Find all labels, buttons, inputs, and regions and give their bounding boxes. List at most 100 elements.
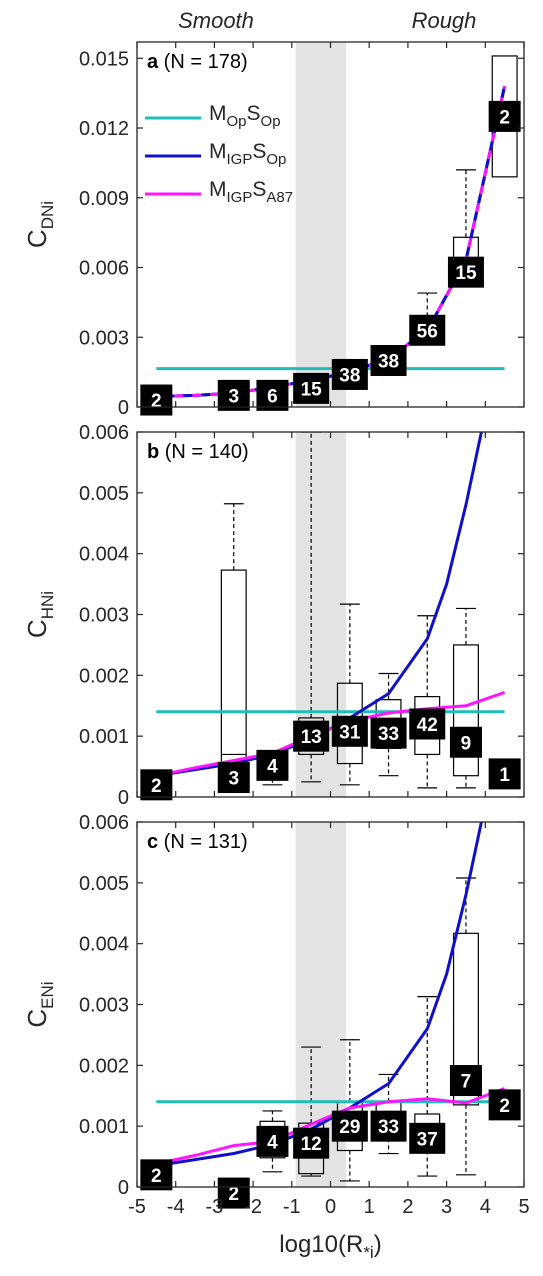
count-badge-3	[293, 720, 330, 752]
panel-title: c (N = 131)	[147, 831, 248, 853]
count-badge-1	[217, 762, 250, 794]
count-badge-0	[140, 769, 173, 801]
count-badge-3	[293, 1127, 330, 1159]
count-badge-4	[331, 358, 368, 390]
panels: 2 3 6 1538385615200.0030.0060.0090.0120.015…	[22, 41, 530, 1262]
count-badge-6	[409, 314, 446, 346]
y-tick-label: 0.003	[79, 995, 129, 1017]
y-tick-label: 0.003	[79, 605, 129, 627]
count-badge-5	[370, 345, 407, 377]
count-label-7: 15	[455, 263, 477, 284]
legend-label-MIGPSOp: MIGPSOp	[209, 140, 286, 168]
box-1	[220, 503, 247, 793]
y-tick-label: 0	[118, 1177, 129, 1199]
count-label-8: 1	[499, 765, 510, 786]
regime-label-rough: Rough	[412, 8, 477, 33]
count-badge-2	[256, 1125, 289, 1157]
model-line-MIGPSA87	[156, 85, 507, 398]
count-label-3: 13	[301, 727, 322, 748]
x-tick-label: -2	[244, 1196, 262, 1218]
x-tick-label: 1	[364, 1196, 375, 1218]
count-label-1: 3	[228, 769, 239, 790]
count-badge-7	[447, 256, 484, 288]
panel-title: a (N = 178)	[147, 51, 248, 73]
legend-label-MIGPSA87: MIGPSA87	[209, 178, 293, 206]
count-badge-8	[488, 100, 521, 132]
count-label-2: 4	[267, 1132, 278, 1153]
count-label-5: 38	[378, 352, 399, 373]
y-tick-label: 0.006	[79, 812, 129, 834]
count-label-3: 15	[301, 379, 323, 400]
y-axis-label: CDNi	[22, 201, 57, 248]
x-tick-label: 0	[325, 1196, 336, 1218]
count-badge-2	[256, 749, 289, 781]
y-tick-label: 0.006	[79, 258, 129, 280]
count-badge-0	[140, 384, 173, 416]
y-tick-label: 0.006	[79, 422, 129, 444]
count-badge-8	[488, 758, 521, 790]
box-7	[452, 607, 479, 789]
count-label-2: 6	[267, 386, 278, 407]
y-tick-label: 0.001	[79, 1116, 129, 1138]
count-badge-7	[449, 1065, 482, 1097]
model-line-MIGPSA87	[156, 690, 506, 778]
count-label-0: 2	[151, 776, 162, 797]
count-badge-5	[370, 1110, 407, 1142]
x-tick-label: -5	[128, 1196, 146, 1218]
x-tick-label: 4	[480, 1196, 491, 1218]
y-tick-label: 0.005	[79, 483, 129, 505]
legend-label-MOpSOp: MOpSOp	[209, 102, 281, 130]
panel-a: 2 3 6 15 38 38 56 15 2 0 0.003 0.006 0.009 0.012 0.015…	[22, 41, 525, 419]
count-label-3: 12	[301, 1134, 322, 1155]
count-badge-3	[293, 372, 330, 404]
count-badge-8	[488, 1089, 521, 1121]
count-label-2: 4	[267, 756, 278, 777]
count-badge-0	[140, 1159, 173, 1191]
count-badge-4	[331, 1110, 368, 1142]
count-badge-7	[449, 726, 482, 758]
x-tick-label: -4	[167, 1196, 185, 1218]
x-tick-label: -1	[283, 1196, 301, 1218]
panel-title: b (N = 140)	[147, 441, 249, 463]
count-badge-1	[217, 379, 250, 411]
count-badge-6	[409, 1122, 446, 1154]
count-label-4: 31	[339, 722, 361, 743]
count-label-4: 29	[339, 1117, 360, 1138]
panel-b: 2 3 4 13 31 33 42 9 1 0 0.001 0.002 0.003 0.004 0.005 0…	[22, 422, 525, 809]
plot-area	[155, 822, 506, 1182]
y-axis-label: CENi	[22, 981, 57, 1027]
y-tick-label: 0.001	[79, 726, 129, 748]
y-tick-label: 0.012	[79, 118, 129, 140]
y-tick-label: 0.009	[79, 188, 129, 210]
count-badge-2	[256, 379, 289, 411]
y-tick-label: 0.004	[79, 934, 129, 956]
count-label-5: 33	[378, 724, 399, 745]
y-tick-label: 0.005	[79, 873, 129, 895]
x-tick-label: 5	[518, 1196, 529, 1218]
count-label-0: 2	[151, 391, 162, 412]
x-tick-label: 3	[441, 1196, 452, 1218]
count-label-1: 3	[228, 386, 239, 407]
count-label-7: 9	[461, 733, 472, 754]
regime-label-smooth: Smooth	[178, 8, 254, 33]
x-tick-label: -3	[206, 1196, 224, 1218]
count-label-6: 42	[417, 715, 438, 736]
y-tick-label: 0.003	[79, 327, 129, 349]
iqr-box	[452, 932, 479, 1106]
model-line-MIGPSA87	[155, 1087, 506, 1166]
count-label-7: 7	[461, 1072, 472, 1093]
count-label-6: 56	[417, 321, 438, 342]
count-label-4: 38	[339, 365, 360, 386]
count-label-8: 2	[499, 1096, 510, 1117]
count-label-6: 37	[417, 1129, 438, 1150]
y-tick-label: 0	[118, 397, 129, 419]
count-badge-6	[409, 708, 446, 740]
count-badge-5	[370, 717, 407, 749]
y-tick-label: 0.015	[79, 48, 129, 70]
x-axis-label: log10(R*i)	[279, 1231, 381, 1262]
box-7	[452, 877, 479, 1176]
count-badge-1	[217, 1177, 250, 1209]
count-label-0: 2	[151, 1166, 162, 1187]
